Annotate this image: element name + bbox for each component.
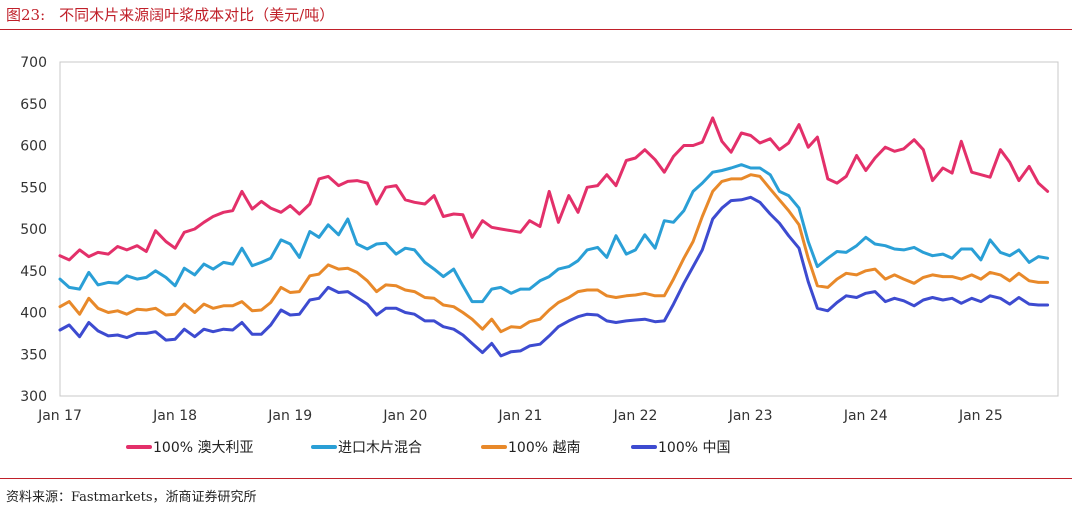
y-tick-label: 650 — [20, 97, 47, 113]
title-divider — [0, 29, 1072, 30]
y-tick-label: 700 — [20, 55, 47, 71]
y-tick-label: 600 — [20, 139, 47, 155]
figure-number: 图23: — [6, 6, 46, 24]
y-tick-label: 550 — [20, 180, 47, 196]
legend-item-1: 进口木片混合 — [311, 440, 422, 456]
x-tick-label: Jan 19 — [267, 408, 312, 424]
figure-title-text: 不同木片来源阔叶浆成本对比（美元/吨） — [59, 6, 335, 24]
legend-item-2: 100% 越南 — [481, 440, 580, 456]
y-axis-ticks: 300 350 400 450 500 550 600 650 700 — [20, 55, 47, 405]
legend: 100% 澳大利亚 进口木片混合 100% 越南 100% 中国 — [126, 440, 730, 456]
chart-canvas: 300 350 400 450 500 550 600 650 700 Jan 17 Jan 18… — [20, 55, 1059, 456]
x-tick-label: Jan 23 — [728, 408, 773, 424]
x-tick-label: Jan 25 — [958, 408, 1003, 424]
series-lines — [58, 116, 1050, 358]
figure-title: 图23: 不同木片来源阔叶浆成本对比（美元/吨） — [6, 4, 334, 25]
legend-item-3: 100% 中国 — [631, 440, 730, 456]
legend-label: 100% 越南 — [508, 440, 580, 456]
x-tick-label: Jan 17 — [37, 408, 82, 424]
x-axis-ticks: Jan 17 Jan 18 Jan 19 Jan 20 Jan 21 Jan 22 Jan … — [37, 408, 1003, 424]
series-line-1 — [58, 163, 1050, 304]
x-tick-label: Jan 24 — [843, 408, 888, 424]
plot-area-frame — [59, 61, 1059, 397]
series-line-0 — [58, 116, 1050, 262]
series-line-2 — [58, 173, 1050, 334]
x-tick-label: Jan 18 — [152, 408, 197, 424]
x-tick-label: Jan 20 — [382, 408, 427, 424]
legend-label: 100% 澳大利亚 — [153, 440, 253, 456]
y-tick-label: 400 — [20, 306, 47, 322]
legend-label: 进口木片混合 — [338, 440, 422, 456]
y-tick-label: 350 — [20, 347, 47, 363]
x-tick-label: Jan 21 — [498, 408, 543, 424]
x-tick-label: Jan 22 — [613, 408, 658, 424]
legend-item-0: 100% 澳大利亚 — [126, 440, 253, 456]
source-note: 资料来源：Fastmarkets，浙商证券研究所 — [6, 490, 257, 505]
source-divider — [0, 478, 1072, 479]
series-line-3 — [58, 195, 1050, 358]
y-tick-label: 300 — [20, 389, 47, 405]
y-tick-label: 500 — [20, 222, 47, 238]
y-tick-label: 450 — [20, 264, 47, 280]
legend-label: 100% 中国 — [658, 440, 730, 456]
